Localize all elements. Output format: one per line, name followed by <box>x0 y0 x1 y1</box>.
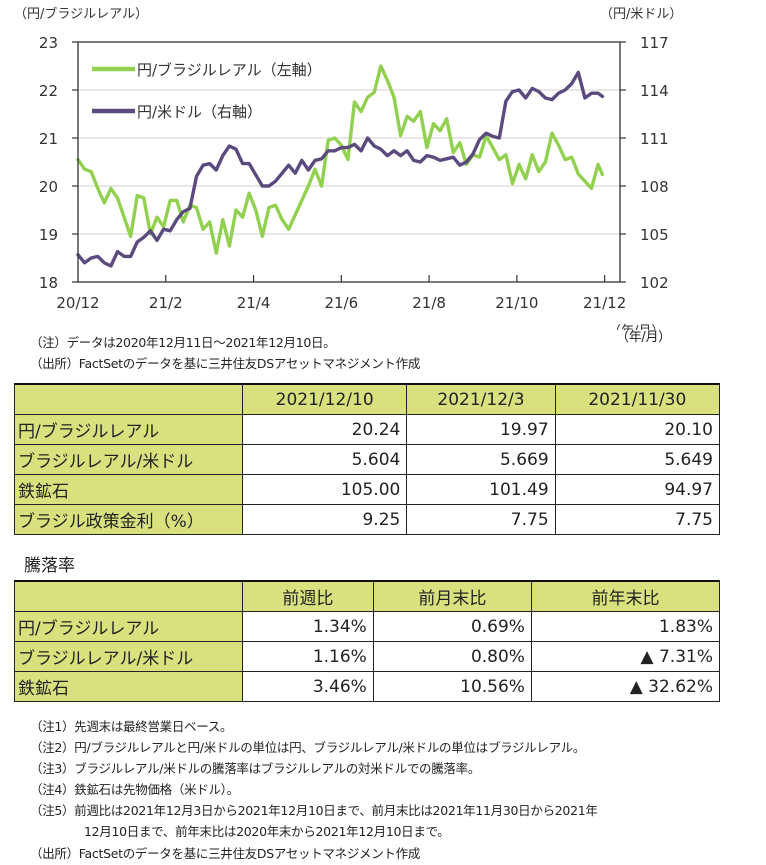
series-layer <box>76 64 605 268</box>
table-cell: 1.16% <box>242 641 374 672</box>
row-label: ブラジルレアル/米ドル <box>14 641 243 672</box>
footnote-5: （注5）前週比は2021年12月3日から2021年12月10日まで、前月末比は2… <box>30 803 598 818</box>
left-tick-label: 20 <box>39 178 58 196</box>
x-axis-unit-text: （年/月） <box>616 330 671 345</box>
table-cell: 7.75 <box>406 504 556 535</box>
footnote-source: （出所）FactSetのデータを基に三井住友DSアセットマネジメント作成 <box>30 846 421 861</box>
x-tick-label: 21/6 <box>324 294 358 312</box>
change-rate-title: 騰落率 <box>24 556 75 576</box>
footnote-1: （注1）先週末は最終営業日ベース。 <box>30 719 233 734</box>
table-header-cell: 前月末比 <box>372 580 532 612</box>
right-tick-label: 102 <box>640 274 669 292</box>
plot-area-frame <box>77 41 621 283</box>
x-tick-label: 21/4 <box>237 294 271 312</box>
table-row: 鉄鉱石 105.00 101.49 94.97 <box>14 474 721 505</box>
table-row: 円/ブラジルレアル 20.24 19.97 20.10 <box>14 414 721 445</box>
table-cell: 20.10 <box>554 414 721 445</box>
left-tick-label: 23 <box>39 34 58 52</box>
x-tick-label: 21/2 <box>149 294 183 312</box>
change-rate-table: 前週比 前月末比 前年末比 円/ブラジルレアル 1.34% 0.69% 1.83… <box>14 580 721 702</box>
table-cell: 3.46% <box>242 671 374 702</box>
table-header-row: 2021/12/10 2021/12/3 2021/11/30 <box>14 383 721 415</box>
row-label: 鉄鉱石 <box>14 671 243 702</box>
row-label: 鉄鉱石 <box>14 474 243 505</box>
table-cell: 7.75 <box>554 504 721 535</box>
table-cell: 94.97 <box>554 474 721 505</box>
table-cell: 105.00 <box>241 474 408 505</box>
legend-label-brl: 円/ブラジルレアル（左軸） <box>137 61 322 79</box>
footnote-3: （注3）ブラジルレアル/米ドルの騰落率はブラジルレアルの対米ドルでの騰落率。 <box>30 761 481 776</box>
table-header-cell: 前年末比 <box>530 580 721 612</box>
table-cell: 101.49 <box>406 474 556 505</box>
x-tick-label: 21/10 <box>495 294 538 312</box>
row-label: ブラジルレアル/米ドル <box>14 444 243 475</box>
series-line-jpy-usd <box>76 70 605 268</box>
table-header-row: 前週比 前月末比 前年末比 <box>14 580 721 612</box>
table-row: ブラジルレアル/米ドル 1.16% 0.80% ▲ 7.31% <box>14 641 721 672</box>
left-tick-label: 22 <box>39 82 58 100</box>
chart-source: （出所）FactSetのデータを基に三井住友DSアセットマネジメント作成 <box>30 356 421 371</box>
table-cell: 0.80% <box>372 641 532 672</box>
table-row: ブラジル政策金利（%） 9.25 7.75 7.75 <box>14 504 721 535</box>
table-header-cell: 2021/11/30 <box>554 383 721 415</box>
row-label: ブラジル政策金利（%） <box>14 504 243 535</box>
footnote-5-cont: 12月10日まで、前年末比は2020年末から2021年12月10日まで。 <box>84 824 450 839</box>
table-cell: 20.24 <box>241 414 408 445</box>
right-axis-unit-label: （円/米ドル） <box>600 7 682 22</box>
footnote-4: （注4）鉄鉱石は先物価格（米ドル）。 <box>30 782 239 797</box>
table-row: ブラジルレアル/米ドル 5.604 5.669 5.649 <box>14 444 721 475</box>
legend: 円/ブラジルレアル（左軸） 円/米ドル（右軸） <box>92 61 322 121</box>
table-header-cell: 2021/12/10 <box>241 383 408 415</box>
table-cell: ▲ 7.31% <box>530 641 721 672</box>
table-header-cell <box>14 383 243 415</box>
left-tick-label: 19 <box>39 226 58 244</box>
row-label: 円/ブラジルレアル <box>14 414 243 445</box>
right-tick-label: 114 <box>640 82 669 100</box>
table-cell: 10.56% <box>372 671 532 702</box>
right-axis-ticks: 117 114 111 108 105 102 <box>620 34 669 292</box>
row-label: 円/ブラジルレアル <box>14 611 243 642</box>
table-cell: 1.83% <box>530 611 721 642</box>
market-data-table: 2021/12/10 2021/12/3 2021/11/30 円/ブラジルレア… <box>14 383 721 535</box>
x-tick-label: 21/12 <box>583 294 626 312</box>
table-cell: 1.34% <box>242 611 374 642</box>
chart-note: （注）データは2020年12月11日～2021年12月10日。 <box>30 335 336 350</box>
table-cell: 5.604 <box>241 444 408 475</box>
table-header-cell <box>14 580 243 612</box>
table-cell: 5.649 <box>554 444 721 475</box>
table-cell: 19.97 <box>406 414 556 445</box>
table-cell: 5.669 <box>406 444 556 475</box>
x-axis-unit-label: （年/月） <box>608 324 664 330</box>
table-row: 円/ブラジルレアル 1.34% 0.69% 1.83% <box>14 611 721 642</box>
x-axis-ticks: 20/12 21/2 21/4 21/6 21/8 21/10 21/12 <box>56 275 626 312</box>
x-tick-label: 21/8 <box>412 294 446 312</box>
x-tick-label: 20/12 <box>56 294 99 312</box>
table-header-cell: 2021/12/3 <box>406 383 556 415</box>
table-cell: 0.69% <box>372 611 532 642</box>
table-header-cell: 前週比 <box>242 580 374 612</box>
right-tick-label: 111 <box>640 130 669 148</box>
left-tick-label: 18 <box>39 274 58 292</box>
legend-label-usd: 円/米ドル（右軸） <box>137 103 262 121</box>
right-tick-label: 105 <box>640 226 669 244</box>
footnote-2: （注2）円/ブラジルレアルと円/米ドルの単位は円、ブラジルレアル/米ドルの単位は… <box>30 740 586 755</box>
table-cell: 9.25 <box>241 504 408 535</box>
table-row: 鉄鉱石 3.46% 10.56% ▲ 32.62% <box>14 671 721 702</box>
left-tick-label: 21 <box>39 130 58 148</box>
left-axis-ticks: 23 22 21 20 19 18 <box>39 34 78 292</box>
right-tick-label: 117 <box>640 34 669 52</box>
left-axis-unit-label: （円/ブラジルレアル） <box>14 6 148 22</box>
right-tick-label: 108 <box>640 178 669 196</box>
table-cell: ▲ 32.62% <box>530 671 721 702</box>
